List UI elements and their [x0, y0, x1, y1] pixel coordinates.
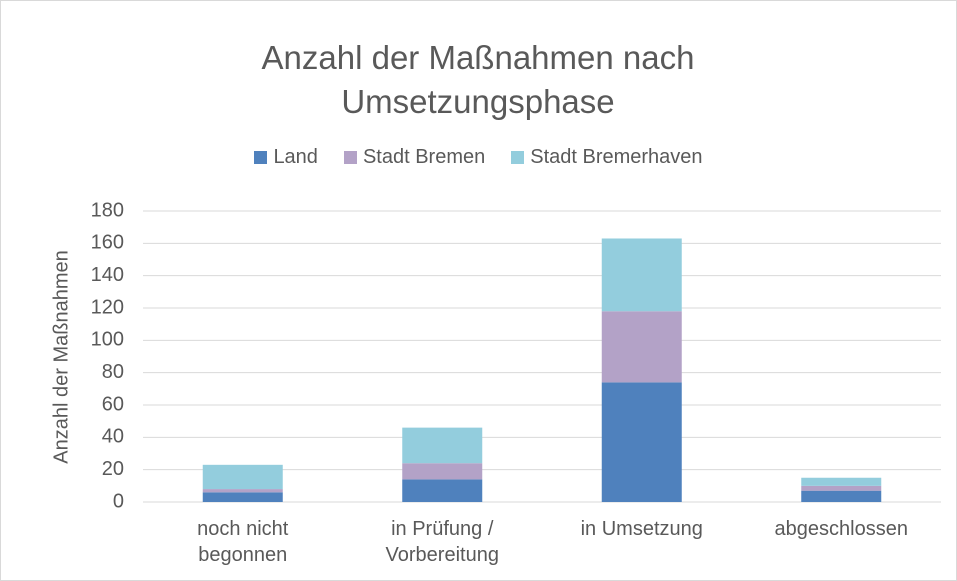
bar-segment: [601, 311, 682, 383]
legend-label: Stadt Bremerhaven: [530, 146, 703, 168]
bar-segment: [801, 477, 882, 486]
legend-item: Land: [254, 146, 318, 169]
y-tick-label: 120: [91, 296, 124, 318]
y-tick-label: 160: [91, 232, 124, 254]
y-axis-title: Anzahl der Maßnahmen: [50, 250, 72, 463]
bar-segment: [202, 489, 283, 493]
legend-item: Stadt Bremerhaven: [511, 146, 703, 169]
x-tick-label: noch nicht begonnen: [197, 518, 289, 566]
legend-swatch: [254, 151, 268, 164]
bar-segment: [601, 238, 682, 312]
bar-segment: [801, 485, 882, 491]
y-tick-label: 140: [91, 264, 124, 286]
chart-title: Anzahl der Maßnahmen nach Umsetzungsphas…: [261, 39, 695, 120]
bar-segment: [402, 463, 483, 480]
y-tick-label: 60: [102, 393, 124, 415]
bar-segment: [601, 382, 682, 502]
bar-segment: [402, 427, 483, 464]
bar-segment: [402, 479, 483, 502]
y-tick-label: 0: [113, 490, 124, 512]
legend-swatch: [343, 151, 357, 164]
bar-segment: [202, 464, 283, 490]
bar-segment: [801, 490, 882, 502]
x-tick-label: abgeschlossen: [774, 518, 908, 540]
y-tick-label: 180: [91, 199, 124, 221]
y-tick-label: 100: [91, 329, 124, 351]
legend-label: Land: [273, 146, 318, 168]
x-tick-label: in Umsetzung: [580, 518, 703, 540]
y-tick-label: 40: [102, 426, 124, 448]
legend-item: Stadt Bremen: [343, 146, 486, 169]
bar-segment: [202, 492, 283, 502]
y-tick-label: 80: [102, 361, 124, 383]
x-tick-label: in Prüfung / Vorbereitung: [385, 518, 499, 566]
y-tick-label: 20: [102, 458, 124, 480]
legend-swatch: [511, 151, 525, 164]
legend-label: Stadt Bremen: [362, 146, 486, 168]
legend: Land Stadt Bremen Stadt Bremerhaven: [0, 146, 957, 169]
